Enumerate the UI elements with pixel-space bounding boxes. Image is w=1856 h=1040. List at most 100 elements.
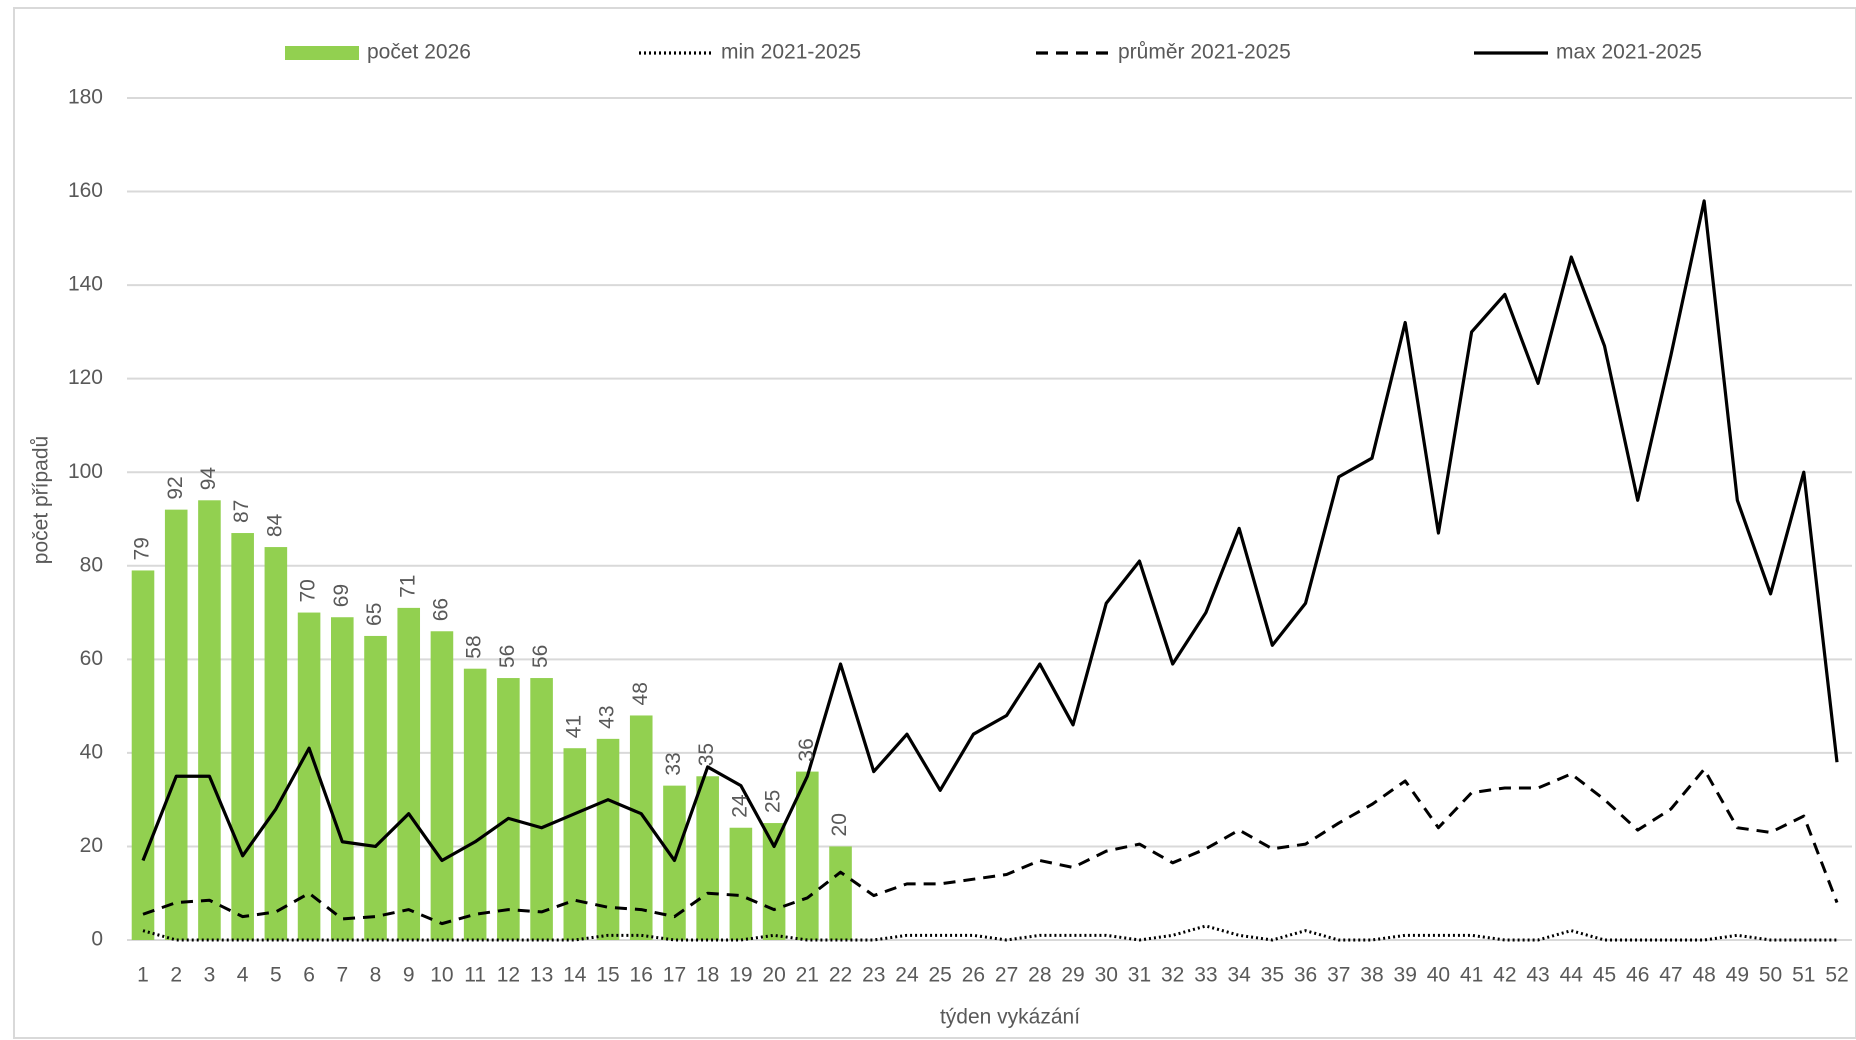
- data-label: 79: [131, 537, 154, 560]
- y-tick-label: 120: [68, 366, 103, 389]
- x-tick-label: 13: [530, 964, 553, 987]
- y-tick-label: 60: [80, 647, 103, 670]
- data-label: 41: [562, 715, 585, 738]
- x-tick-label: 45: [1593, 964, 1616, 987]
- bar: [397, 607, 421, 940]
- legend-swatch: [285, 46, 359, 60]
- bar: [629, 715, 653, 940]
- bar: [264, 547, 288, 940]
- x-tick-label: 5: [270, 964, 282, 987]
- y-tick-label: 40: [80, 740, 103, 763]
- x-tick-label: 15: [596, 964, 619, 987]
- bar: [829, 846, 852, 940]
- bar: [762, 823, 786, 940]
- x-tick-label: 16: [630, 964, 653, 987]
- data-label: 70: [297, 579, 320, 602]
- x-tick-label: 50: [1759, 964, 1782, 987]
- x-tick-label: 38: [1360, 964, 1383, 987]
- bar: [198, 500, 221, 940]
- legend-label: max 2021-2025: [1556, 41, 1702, 64]
- y-tick-label: 20: [80, 834, 103, 857]
- x-tick-label: 4: [237, 964, 249, 987]
- x-tick-label: 49: [1726, 964, 1749, 987]
- chart-frame: [13, 7, 1856, 1039]
- x-tick-label: 32: [1161, 964, 1184, 987]
- x-tick-label: 11: [464, 964, 486, 987]
- line-series: [141, 199, 1839, 863]
- x-tick-label: 22: [829, 964, 852, 987]
- x-tick-label: 7: [336, 964, 348, 987]
- x-tick-label: 20: [762, 964, 785, 987]
- legend-label: průměr 2021-2025: [1118, 41, 1291, 64]
- x-tick-label: 3: [204, 964, 216, 987]
- x-tick-label: 52: [1825, 964, 1848, 987]
- x-tick-label: 26: [962, 964, 985, 987]
- x-tick-label: 9: [403, 964, 415, 987]
- line-series: [142, 767, 1839, 926]
- data-label: 56: [529, 645, 552, 668]
- x-tick-label: 1: [137, 964, 149, 987]
- x-tick-label: 31: [1128, 964, 1151, 987]
- y-tick-label: 100: [68, 460, 103, 483]
- x-tick-label: 44: [1560, 964, 1584, 987]
- x-tick-label: 39: [1394, 964, 1417, 987]
- data-label: 65: [363, 603, 386, 626]
- data-label: 58: [463, 635, 486, 658]
- bar: [463, 668, 487, 940]
- x-tick-label: 33: [1194, 964, 1217, 987]
- bar: [164, 509, 188, 940]
- data-label: 43: [596, 705, 619, 728]
- y-axis-title: počet případů: [30, 436, 53, 564]
- bar: [663, 785, 686, 940]
- x-tick-label: 27: [995, 964, 1018, 987]
- bar: [796, 771, 819, 940]
- line-series: [142, 924, 1837, 942]
- bar: [729, 827, 753, 940]
- x-tick-label: 48: [1692, 964, 1715, 987]
- bar: [364, 635, 387, 940]
- data-label: 94: [197, 467, 220, 491]
- x-tick-label: 17: [663, 964, 686, 987]
- data-label: 92: [164, 476, 187, 499]
- bar: [563, 748, 587, 940]
- x-tick-label: 6: [303, 964, 315, 987]
- bar: [131, 570, 155, 940]
- x-tick-label: 8: [370, 964, 382, 987]
- x-tick-label: 21: [796, 964, 819, 987]
- legend-label: počet 2026: [367, 41, 471, 64]
- x-tick-label: 40: [1427, 964, 1450, 987]
- x-tick-label: 29: [1061, 964, 1084, 987]
- x-axis-title: týden vykázání: [940, 1006, 1080, 1029]
- y-tick-label: 0: [91, 928, 103, 951]
- data-label: 20: [828, 813, 851, 836]
- bar: [530, 678, 553, 940]
- data-label: 71: [396, 575, 419, 598]
- data-label: 33: [662, 752, 685, 775]
- y-tick-label: 160: [68, 179, 103, 202]
- x-tick-label: 46: [1626, 964, 1649, 987]
- y-tick-label: 140: [68, 273, 103, 296]
- data-label: 56: [496, 645, 519, 668]
- x-tick-label: 35: [1261, 964, 1284, 987]
- x-tick-label: 43: [1526, 964, 1549, 987]
- data-label: 87: [230, 500, 253, 523]
- x-tick-label: 36: [1294, 964, 1317, 987]
- bar: [696, 776, 719, 940]
- bar: [231, 533, 254, 940]
- x-tick-label: 2: [170, 964, 182, 987]
- x-tick-label: 37: [1327, 964, 1350, 987]
- bar: [297, 612, 321, 940]
- data-label: 35: [695, 743, 718, 766]
- x-tick-label: 34: [1227, 964, 1251, 987]
- x-tick-label: 42: [1493, 964, 1516, 987]
- x-tick-label: 47: [1659, 964, 1682, 987]
- x-tick-label: 25: [928, 964, 951, 987]
- bar: [331, 617, 354, 940]
- x-tick-label: 18: [696, 964, 719, 987]
- x-tick-label: 41: [1460, 964, 1483, 987]
- x-tick-label: 19: [729, 964, 752, 987]
- data-label: 25: [762, 790, 785, 813]
- data-label: 48: [629, 682, 652, 705]
- legend-label: min 2021-2025: [721, 41, 861, 64]
- data-label: 66: [429, 598, 452, 621]
